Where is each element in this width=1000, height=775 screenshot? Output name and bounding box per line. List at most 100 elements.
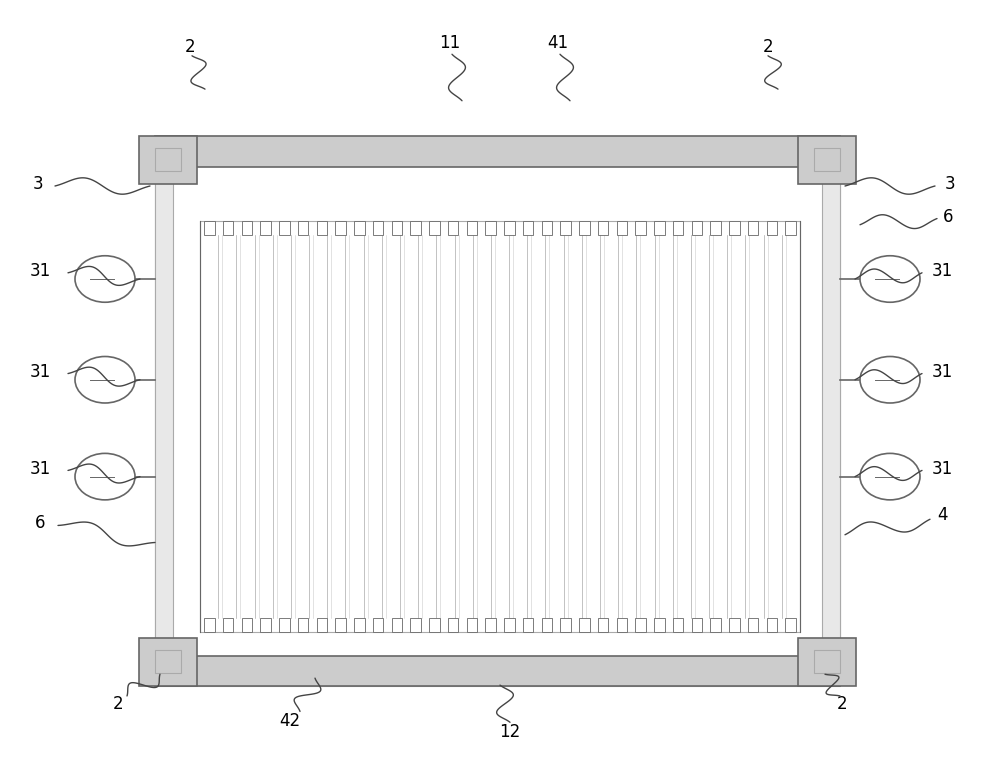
Bar	[155, 136, 840, 686]
Bar	[710, 221, 721, 235]
Bar	[485, 221, 496, 235]
Bar	[410, 221, 421, 235]
Circle shape	[75, 453, 135, 500]
Bar	[155, 656, 840, 686]
Text: 3: 3	[945, 175, 955, 194]
Bar	[767, 221, 777, 235]
Bar	[748, 221, 758, 235]
Text: 31: 31	[931, 460, 953, 478]
Bar	[392, 618, 402, 632]
Bar	[204, 618, 215, 632]
Bar	[617, 618, 627, 632]
Circle shape	[75, 356, 135, 403]
Bar	[279, 221, 290, 235]
Bar	[429, 221, 440, 235]
Text: 2: 2	[185, 37, 195, 56]
Bar	[200, 221, 800, 632]
Bar	[692, 618, 702, 632]
Bar	[635, 221, 646, 235]
Circle shape	[75, 256, 135, 302]
Bar	[673, 221, 683, 235]
Circle shape	[860, 256, 920, 302]
Text: 12: 12	[499, 723, 521, 742]
Bar	[298, 221, 308, 235]
Bar	[155, 650, 181, 673]
Bar	[560, 221, 571, 235]
Bar	[798, 136, 856, 184]
Bar	[204, 221, 215, 235]
Bar	[485, 618, 496, 632]
Bar	[710, 618, 721, 632]
Bar	[155, 148, 181, 171]
Bar	[448, 221, 458, 235]
Bar	[523, 221, 533, 235]
Bar	[242, 221, 252, 235]
Bar	[335, 221, 346, 235]
Bar	[617, 221, 627, 235]
Bar	[155, 136, 840, 167]
Text: 31: 31	[931, 363, 953, 381]
Text: 3: 3	[33, 175, 43, 194]
Bar	[373, 618, 383, 632]
Bar	[155, 167, 173, 656]
Bar	[354, 618, 365, 632]
Bar	[673, 618, 683, 632]
Bar	[654, 221, 665, 235]
Bar	[260, 221, 271, 235]
Bar	[785, 221, 796, 235]
Text: 11: 11	[439, 34, 461, 53]
Bar	[504, 221, 515, 235]
Text: 2: 2	[113, 694, 123, 713]
Bar	[429, 618, 440, 632]
Bar	[410, 618, 421, 632]
Bar	[729, 618, 740, 632]
Bar	[748, 618, 758, 632]
Text: 31: 31	[931, 262, 953, 281]
Bar	[242, 618, 252, 632]
Bar	[139, 136, 197, 184]
Text: 31: 31	[29, 363, 51, 381]
Bar	[729, 221, 740, 235]
Bar	[692, 221, 702, 235]
Bar	[798, 638, 856, 686]
Bar	[373, 221, 383, 235]
Bar	[579, 618, 590, 632]
Bar	[579, 221, 590, 235]
Bar	[223, 221, 233, 235]
Bar	[654, 618, 665, 632]
Text: 42: 42	[279, 711, 301, 730]
Bar	[504, 618, 515, 632]
Text: 6: 6	[943, 208, 953, 226]
Bar	[785, 618, 796, 632]
Text: 6: 6	[35, 514, 45, 532]
Bar	[523, 618, 533, 632]
Bar	[298, 618, 308, 632]
Bar	[822, 167, 840, 656]
Bar	[260, 618, 271, 632]
Bar	[542, 221, 552, 235]
Bar	[467, 618, 477, 632]
Bar	[560, 618, 571, 632]
Bar	[317, 221, 327, 235]
Bar	[467, 221, 477, 235]
Bar	[317, 618, 327, 632]
Bar	[448, 618, 458, 632]
Text: 2: 2	[763, 37, 773, 56]
Bar	[223, 618, 233, 632]
Text: 31: 31	[29, 262, 51, 281]
Circle shape	[860, 356, 920, 403]
Text: 41: 41	[547, 34, 569, 53]
Bar	[335, 618, 346, 632]
Bar	[279, 618, 290, 632]
Text: 31: 31	[29, 460, 51, 478]
Bar	[354, 221, 365, 235]
Circle shape	[860, 453, 920, 500]
Bar	[814, 148, 840, 171]
Bar	[542, 618, 552, 632]
Bar	[392, 221, 402, 235]
Bar	[814, 650, 840, 673]
Text: 4: 4	[938, 506, 948, 525]
Text: 2: 2	[837, 694, 847, 713]
Bar	[598, 618, 608, 632]
Bar	[635, 618, 646, 632]
